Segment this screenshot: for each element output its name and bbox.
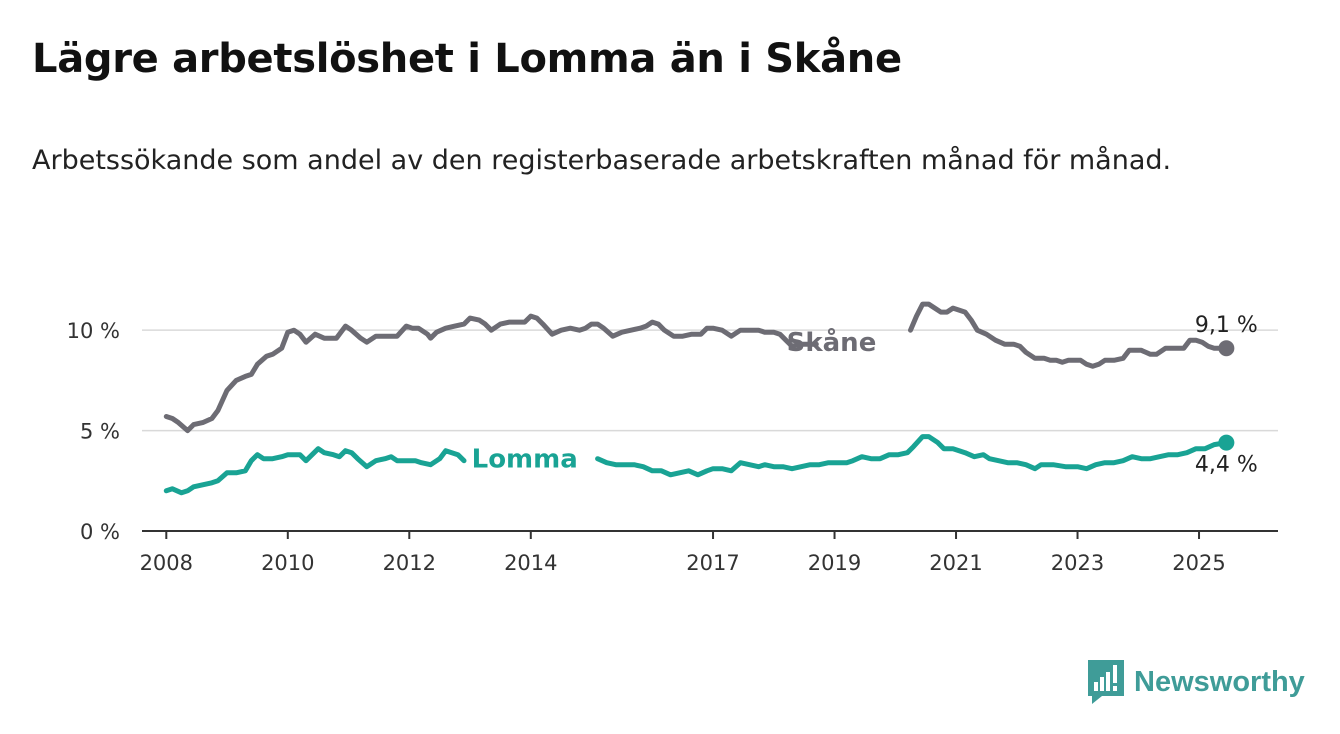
end-value-label: 9,1 % xyxy=(1195,313,1258,338)
series-name-label: Lomma xyxy=(472,445,578,475)
x-tick-label: 2019 xyxy=(808,551,861,575)
x-tick-label: 2008 xyxy=(140,551,193,575)
series-labels: Skåne 9,1 % Lomma 4,4 % xyxy=(472,313,1258,477)
end-point-0 xyxy=(1218,340,1235,357)
x-tick-label: 2021 xyxy=(929,551,982,575)
y-tick-label: 5 % xyxy=(80,420,120,444)
series-line-1 xyxy=(163,434,1229,496)
y-tick-label: 10 % xyxy=(67,319,120,343)
x-tick-label: 2012 xyxy=(383,551,436,575)
end-point-1 xyxy=(1218,434,1235,451)
x-tick-label: 2025 xyxy=(1172,551,1225,575)
series-name-label: Skåne xyxy=(787,326,877,358)
x-tick-label: 2010 xyxy=(261,551,314,575)
series-lines xyxy=(163,301,1235,496)
x-tick-label: 2023 xyxy=(1051,551,1104,575)
grid-lines xyxy=(142,329,1278,432)
x-tick-label: 2017 xyxy=(686,551,739,575)
end-value-label: 4,4 % xyxy=(1195,453,1258,478)
brand-name: Newsworthy xyxy=(1134,665,1305,698)
newsworthy-icon xyxy=(1088,660,1124,704)
series-line-0 xyxy=(163,301,1229,434)
x-axis: 2008 2010 2012 2014 2017 2019 2021 2023 2025 xyxy=(140,530,1278,575)
chart-subtitle: Arbetssökande som andel av den registerb… xyxy=(32,145,1172,176)
y-axis-ticks: 0 % 5 % 10 % xyxy=(67,319,120,544)
newsworthy-logo: Newsworthy xyxy=(1088,660,1305,704)
chart-title: Lägre arbetslöshet i Lomma än i Skåne xyxy=(32,36,902,82)
x-tick-label: 2014 xyxy=(504,551,557,575)
y-tick-label: 0 % xyxy=(80,520,120,544)
